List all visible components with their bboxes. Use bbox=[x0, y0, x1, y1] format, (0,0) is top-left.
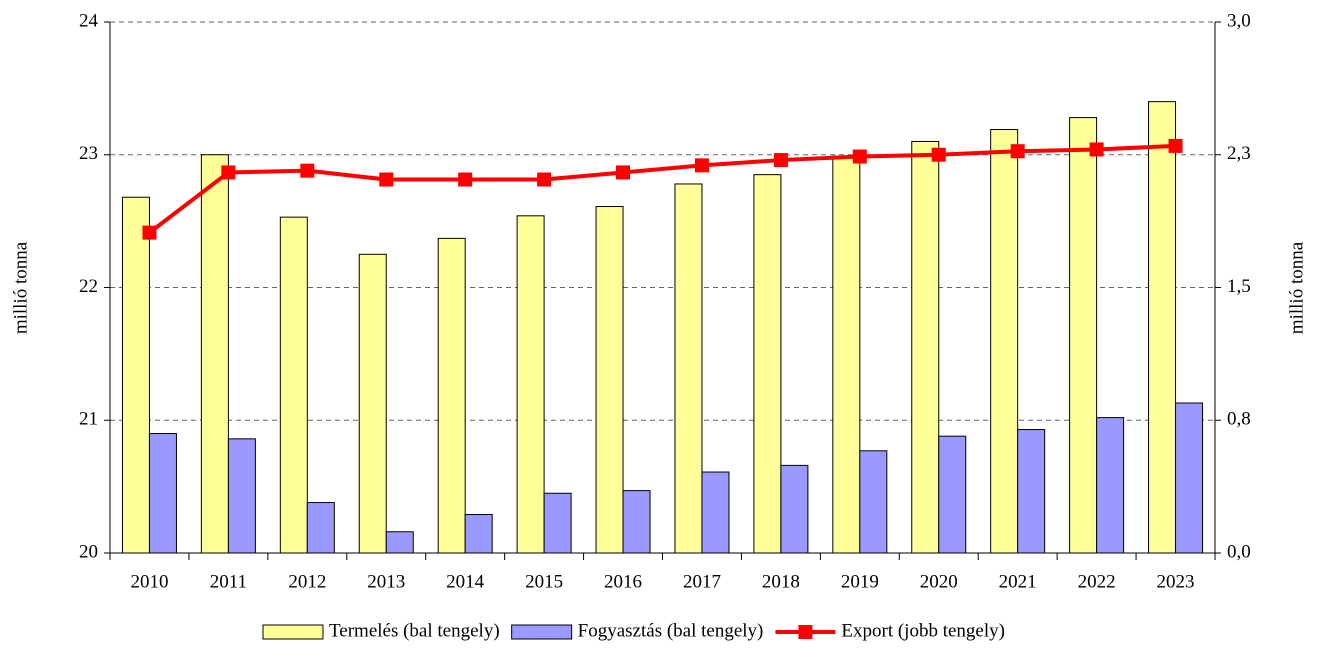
bar bbox=[1148, 101, 1177, 554]
legend-label: Fogyasztás (bal tengely) bbox=[578, 620, 764, 641]
marker bbox=[1010, 144, 1025, 159]
bar bbox=[1069, 117, 1098, 554]
bar bbox=[385, 531, 414, 554]
bar bbox=[701, 471, 730, 554]
x-tick-label: 2021 bbox=[999, 571, 1037, 592]
bar bbox=[938, 435, 967, 554]
marker bbox=[379, 172, 394, 187]
y-tick-label: 20 bbox=[79, 541, 98, 562]
y2-tick-label: 1,5 bbox=[1227, 276, 1251, 297]
bar bbox=[200, 154, 229, 554]
x-tick-label: 2017 bbox=[683, 571, 721, 592]
marker bbox=[931, 147, 946, 162]
bar bbox=[148, 433, 177, 554]
line bbox=[148, 143, 1176, 235]
y-tick-label: 21 bbox=[79, 409, 98, 430]
x-tick-label: 2015 bbox=[525, 571, 563, 592]
x-tick-label: 2018 bbox=[762, 571, 800, 592]
x-tick-label: 2022 bbox=[1078, 571, 1116, 592]
legend-swatch bbox=[262, 624, 324, 640]
bar bbox=[543, 492, 572, 554]
marker bbox=[221, 165, 236, 180]
y2-tick-label: 3,0 bbox=[1227, 10, 1251, 31]
y-tick-label: 24 bbox=[79, 10, 99, 31]
marker bbox=[458, 172, 473, 187]
bar bbox=[306, 502, 335, 554]
bar bbox=[859, 450, 888, 554]
bar bbox=[780, 464, 809, 554]
marker bbox=[300, 163, 315, 178]
y-tick-label: 22 bbox=[79, 276, 98, 297]
bar bbox=[516, 215, 545, 554]
marker bbox=[694, 158, 709, 173]
y2-tick-label: 0,8 bbox=[1227, 409, 1251, 430]
y2-axis-label: millió tonna bbox=[1286, 241, 1307, 334]
bar bbox=[1096, 417, 1125, 554]
x-tick-label: 2019 bbox=[841, 571, 879, 592]
bar bbox=[279, 216, 308, 554]
y-tick-label: 23 bbox=[79, 143, 98, 164]
marker bbox=[537, 172, 552, 187]
x-tick-label: 2016 bbox=[604, 571, 642, 592]
bar bbox=[622, 490, 651, 554]
legend-label: Export (jobb tengely) bbox=[841, 620, 1005, 641]
y2-tick-label: 2,3 bbox=[1227, 143, 1251, 164]
x-tick-label: 2014 bbox=[446, 571, 485, 592]
x-tick-label: 2010 bbox=[130, 571, 168, 592]
legend-swatch bbox=[511, 624, 573, 640]
bar bbox=[437, 237, 466, 554]
marker bbox=[773, 153, 788, 168]
bar bbox=[121, 196, 150, 554]
marker bbox=[1089, 142, 1104, 157]
bar bbox=[1175, 402, 1204, 554]
x-tick-label: 2012 bbox=[288, 571, 326, 592]
y-axis-label: millió tonna bbox=[10, 241, 31, 334]
bar bbox=[358, 253, 387, 554]
bar bbox=[753, 174, 782, 554]
x-tick-label: 2020 bbox=[920, 571, 958, 592]
bar bbox=[674, 183, 703, 554]
bar bbox=[990, 129, 1019, 554]
marker bbox=[142, 225, 157, 240]
legend-swatch bbox=[798, 625, 813, 639]
marker bbox=[616, 165, 631, 180]
bar bbox=[911, 140, 940, 554]
marker bbox=[852, 149, 867, 164]
bar bbox=[1017, 429, 1046, 554]
legend-label: Termelés (bal tengely) bbox=[329, 620, 500, 641]
bar bbox=[464, 514, 493, 554]
marker bbox=[1168, 138, 1183, 153]
bar bbox=[832, 155, 861, 554]
y2-tick-label: 0,0 bbox=[1227, 541, 1251, 562]
bar bbox=[227, 438, 256, 554]
bar bbox=[595, 206, 624, 554]
x-tick-label: 2013 bbox=[367, 571, 405, 592]
x-tick-label: 2011 bbox=[210, 571, 247, 592]
x-tick-label: 2023 bbox=[1157, 571, 1195, 592]
